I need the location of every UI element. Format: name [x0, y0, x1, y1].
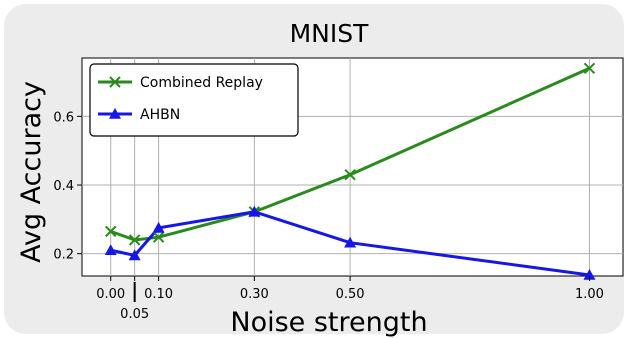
data-point [128, 234, 141, 246]
chart-title: MNIST [290, 19, 370, 48]
legend: Combined Replay AHBN [89, 63, 299, 137]
x-tick-label: 0.00 [96, 287, 125, 302]
series-layer [104, 62, 596, 280]
y-axis-label: Avg Accuracy [16, 81, 47, 263]
x-tick-label: 0.50 [336, 287, 365, 302]
data-point [583, 268, 596, 280]
x-tick-label: 0.10 [144, 287, 173, 302]
series-line-0 [110, 66, 591, 242]
y-tick-label: 0.6 [53, 110, 74, 125]
ticks: 0.00 0.05 0.10 0.30 0.50 1.00 0.2 0.4 0.6 [53, 110, 604, 322]
y-tick-label: 0.4 [53, 179, 74, 194]
y-tick-label: 0.2 [53, 248, 74, 263]
data-point [248, 205, 261, 217]
x-tick-label: 0.30 [240, 287, 269, 302]
legend-label: AHBN [140, 107, 180, 123]
data-point [344, 236, 357, 248]
series-line-1 [110, 210, 590, 277]
x-tick-label: 1.00 [575, 287, 604, 302]
data-point [104, 244, 117, 256]
x-tick-label: 0.05 [120, 307, 149, 322]
data-point [128, 249, 141, 261]
data-point [152, 221, 165, 233]
legend-label: Combined Replay [140, 75, 263, 91]
legend-marker [109, 108, 121, 119]
legend-marker [109, 76, 121, 88]
data-point [105, 225, 117, 238]
data-point [583, 62, 596, 75]
legend-box [89, 63, 299, 137]
x-axis-label: Noise strength [230, 307, 427, 338]
data-point [344, 169, 356, 181]
data-point [152, 231, 165, 243]
